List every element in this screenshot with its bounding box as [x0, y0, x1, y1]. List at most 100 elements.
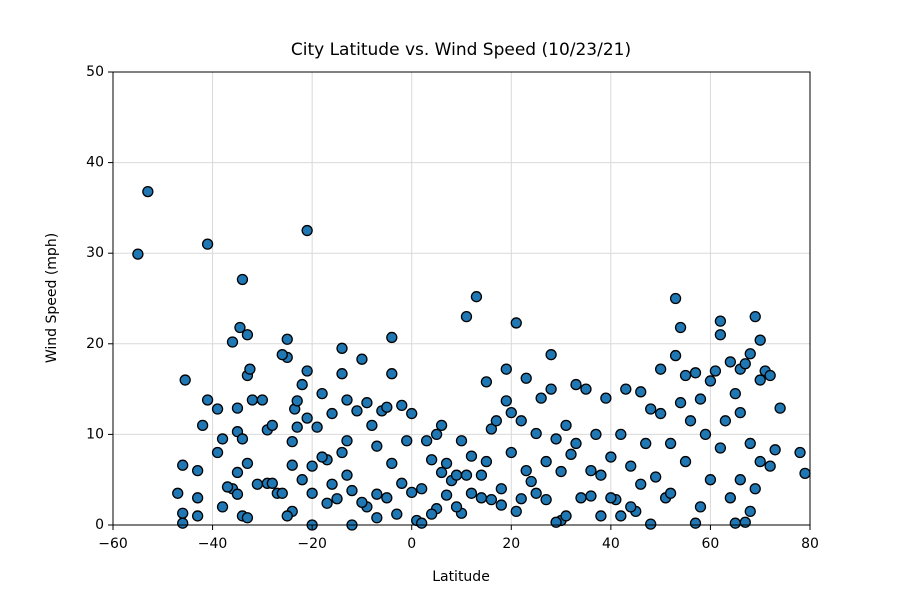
data-point — [515, 493, 527, 505]
data-point — [749, 310, 761, 323]
data-point — [371, 440, 383, 452]
data-point — [244, 363, 256, 375]
data-point — [341, 394, 353, 406]
data-point — [201, 238, 214, 250]
data-point — [664, 487, 677, 499]
data-point — [669, 292, 682, 305]
y-axis-label: Wind Speed (mph) — [44, 233, 60, 363]
data-point — [336, 446, 348, 459]
data-point — [729, 517, 741, 529]
x-tick-label: 40 — [602, 536, 620, 552]
data-point — [172, 487, 184, 499]
data-point — [455, 435, 468, 447]
data-point — [465, 450, 478, 462]
data-point — [625, 460, 637, 472]
data-point — [515, 415, 527, 427]
data-point — [615, 428, 627, 441]
data-point — [590, 428, 602, 441]
data-point — [450, 469, 463, 481]
data-point — [460, 469, 473, 481]
data-point — [480, 455, 493, 468]
data-point — [550, 516, 562, 528]
data-point — [764, 460, 776, 472]
data-point — [216, 433, 229, 445]
y-tick-label: 10 — [86, 426, 104, 442]
data-point — [679, 455, 692, 468]
data-point — [301, 365, 313, 377]
data-point — [724, 356, 736, 368]
data-point — [371, 488, 383, 500]
x-tick-label: 80 — [801, 536, 819, 552]
data-point — [371, 512, 383, 524]
data-point — [234, 321, 246, 334]
data-point — [520, 464, 532, 477]
data-point — [754, 334, 766, 346]
data-point — [251, 478, 264, 490]
data-point — [654, 407, 667, 420]
data-point — [440, 489, 453, 501]
data-point — [231, 402, 244, 414]
data-point — [535, 392, 547, 404]
data-point — [714, 315, 727, 327]
data-point — [326, 478, 338, 490]
data-point — [386, 331, 398, 344]
data-point — [704, 375, 717, 387]
data-point — [540, 493, 552, 506]
data-point — [729, 387, 741, 400]
data-point — [306, 460, 318, 472]
data-point — [550, 433, 562, 445]
data-point — [495, 499, 507, 511]
data-point — [306, 487, 318, 499]
data-point — [391, 508, 403, 520]
data-point — [326, 407, 338, 420]
data-point — [600, 392, 612, 404]
data-point — [301, 412, 313, 424]
data-point — [406, 407, 418, 420]
data-point — [216, 501, 229, 513]
data-point — [416, 517, 428, 529]
data-point — [132, 248, 144, 260]
data-point — [256, 394, 269, 406]
data-point — [510, 505, 522, 518]
data-point — [361, 397, 373, 409]
data-point — [435, 419, 448, 431]
x-tick-label: −20 — [297, 536, 327, 552]
data-point — [560, 510, 572, 522]
data-point — [480, 376, 493, 388]
data-point — [435, 466, 448, 479]
data-point — [485, 423, 498, 435]
data-point — [530, 487, 542, 499]
data-point — [694, 501, 707, 513]
data-point — [654, 363, 667, 375]
data-point — [585, 464, 597, 477]
data-point — [420, 435, 433, 447]
y-tick-label: 20 — [86, 336, 104, 352]
data-point — [734, 474, 746, 486]
data-point — [460, 310, 473, 323]
data-point — [525, 475, 537, 488]
data-point — [714, 442, 727, 454]
data-point — [301, 224, 313, 237]
data-point — [689, 367, 702, 379]
data-point — [694, 393, 707, 405]
data-point — [475, 469, 488, 481]
data-point — [505, 407, 517, 419]
data-point — [470, 291, 483, 303]
data-point — [266, 477, 278, 489]
data-point — [739, 358, 751, 370]
x-tick-label: −60 — [98, 536, 128, 552]
data-point — [177, 517, 189, 529]
data-point — [625, 501, 637, 513]
data-point — [191, 510, 204, 522]
data-point — [401, 435, 413, 447]
data-point — [321, 497, 333, 509]
data-point — [475, 492, 488, 504]
data-point — [241, 457, 254, 470]
data-point — [179, 374, 191, 386]
data-point — [381, 401, 393, 413]
data-point — [221, 481, 234, 493]
data-point — [396, 399, 408, 412]
x-tick-label: 20 — [502, 536, 520, 552]
data-point — [236, 273, 249, 286]
